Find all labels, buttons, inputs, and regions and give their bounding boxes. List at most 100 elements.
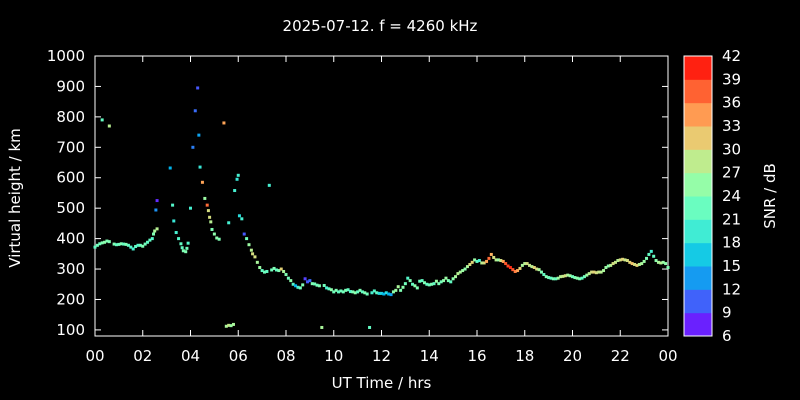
data-point — [154, 208, 158, 212]
colorbar-tick-label: 12 — [722, 280, 741, 298]
data-point — [341, 290, 345, 294]
data-point — [247, 243, 251, 247]
colorbar-segment — [684, 196, 712, 220]
colorbar-tick-label: 36 — [722, 94, 741, 112]
data-point — [136, 243, 140, 247]
data-point — [506, 264, 510, 268]
data-point — [231, 322, 235, 326]
data-point — [406, 276, 410, 280]
data-point — [217, 237, 221, 241]
data-point — [95, 243, 99, 247]
data-point — [642, 259, 646, 263]
data-point — [184, 250, 188, 254]
data-point — [444, 276, 448, 280]
colorbar-segment — [684, 242, 712, 267]
data-point — [494, 258, 498, 262]
y-tick-label: 1000 — [47, 47, 85, 65]
data-points — [93, 86, 670, 329]
data-point — [449, 280, 453, 284]
data-point — [456, 272, 460, 276]
data-point — [155, 227, 159, 231]
colorbar-frame — [683, 55, 713, 337]
data-point — [233, 189, 237, 193]
data-point — [344, 288, 348, 292]
data-point — [100, 241, 104, 245]
data-point — [317, 284, 321, 288]
data-point — [511, 268, 515, 272]
data-point — [640, 262, 644, 266]
data-point — [389, 293, 393, 297]
data-point — [401, 285, 405, 289]
colorbar-tick-label: 18 — [722, 234, 741, 252]
data-point — [535, 267, 539, 271]
data-point — [205, 203, 209, 207]
y-tick-label: 300 — [56, 260, 85, 278]
data-point — [537, 268, 541, 272]
data-point — [210, 227, 214, 231]
data-point — [240, 217, 244, 221]
data-point — [489, 252, 493, 256]
data-point — [126, 243, 130, 247]
data-point — [289, 279, 293, 283]
data-point — [597, 270, 601, 274]
data-point — [198, 165, 202, 169]
colorbar-tick-label: 42 — [722, 47, 741, 65]
x-tick-label: 00 — [85, 347, 104, 365]
colorbar-tick-label: 9 — [722, 304, 732, 322]
data-point — [242, 232, 246, 236]
data-point — [468, 262, 472, 266]
data-point — [305, 280, 309, 284]
data-point — [508, 266, 512, 270]
x-tick-label: 14 — [420, 347, 439, 365]
data-point — [520, 263, 524, 267]
data-point — [590, 270, 594, 274]
data-point — [291, 282, 295, 286]
data-point — [442, 279, 446, 283]
data-point — [470, 260, 474, 264]
data-point — [461, 269, 465, 273]
data-point — [100, 118, 104, 122]
data-point — [186, 241, 190, 245]
data-point — [623, 258, 627, 262]
data-point — [93, 245, 97, 249]
colorbar-segment — [684, 172, 712, 197]
data-point — [332, 290, 336, 294]
data-point — [107, 240, 111, 244]
data-point — [513, 269, 517, 273]
colorbar-tick-label: 30 — [722, 140, 741, 158]
data-point — [329, 288, 333, 292]
data-point — [322, 283, 326, 287]
data-point — [422, 281, 426, 285]
data-point — [582, 275, 586, 279]
data-point — [209, 220, 213, 224]
colorbar-segment — [684, 102, 712, 127]
data-point — [174, 231, 178, 235]
data-point — [208, 215, 212, 219]
data-point — [237, 214, 241, 218]
data-point — [277, 269, 281, 273]
data-point — [566, 273, 570, 277]
data-point — [313, 282, 317, 286]
y-tick-label: 500 — [56, 199, 85, 217]
data-point — [320, 325, 324, 329]
data-point — [353, 291, 357, 295]
data-point — [270, 268, 274, 272]
data-point — [119, 242, 123, 246]
data-point — [434, 279, 438, 283]
data-point — [496, 258, 500, 262]
data-point — [613, 260, 617, 264]
data-point — [547, 276, 551, 280]
data-point — [265, 269, 269, 273]
data-point — [633, 262, 637, 266]
data-point — [148, 238, 152, 242]
data-point — [255, 260, 259, 264]
data-point — [465, 265, 469, 269]
data-point — [227, 221, 231, 225]
data-point — [155, 199, 159, 203]
data-point — [279, 267, 283, 271]
x-tick-label: 18 — [515, 347, 534, 365]
colorbar-segment — [684, 219, 712, 244]
data-point — [129, 245, 133, 249]
y-tick-label: 100 — [56, 321, 85, 339]
data-point — [559, 275, 563, 279]
